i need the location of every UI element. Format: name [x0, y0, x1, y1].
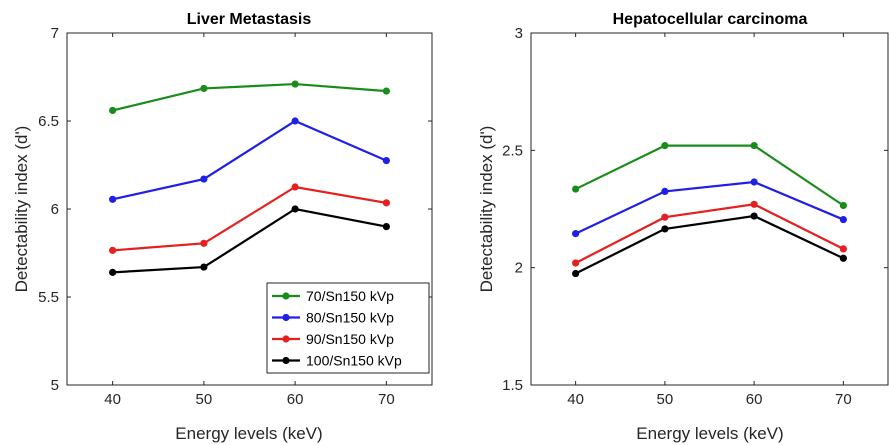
- series-layer: [109, 80, 390, 276]
- legend-entry-label: 80/Sn150 kVp: [306, 310, 394, 326]
- data-point: [200, 84, 208, 93]
- x-tick-label: 40: [104, 391, 121, 408]
- y-tick-label: 6.5: [38, 113, 59, 130]
- chart-title: Liver Metastasis: [187, 11, 312, 28]
- x-tick-label: 60: [287, 391, 304, 408]
- y-axis-label: Detectability index (d'): [477, 126, 496, 293]
- data-point: [200, 175, 208, 183]
- data-point: [572, 269, 580, 278]
- data-point: [382, 223, 390, 231]
- data-point: [382, 157, 390, 165]
- series-line: [575, 203, 844, 264]
- x-tick-label: 50: [196, 391, 213, 408]
- series-line: [112, 119, 387, 201]
- legend-entry-label: 100/Sn150 kVp: [306, 353, 402, 369]
- data-point: [839, 215, 847, 224]
- data-point: [839, 245, 847, 253]
- data-point: [382, 199, 390, 207]
- legend-entry-label: 90/Sn150 kVp: [306, 331, 394, 347]
- series-line: [112, 185, 387, 252]
- legend: 70/Sn150 kVp 80/Sn150 kVp 90/Sn150 kVp 100/…: [266, 282, 430, 374]
- x-axis-label: Energy levels (keV): [175, 424, 322, 443]
- data-point: [109, 195, 117, 203]
- series-layer: [572, 142, 847, 278]
- data-point: [750, 178, 758, 186]
- data-point: [572, 230, 580, 238]
- y-tick-label: 1.5: [502, 377, 523, 394]
- series-line: [112, 82, 387, 112]
- data-point: [291, 205, 299, 213]
- data-point: [382, 87, 390, 95]
- data-point: [661, 187, 669, 195]
- series-line: [575, 214, 844, 275]
- data-point: [661, 213, 669, 221]
- data-point: [750, 212, 758, 220]
- data-point: [661, 225, 669, 233]
- legend-swatch-marker: [282, 292, 290, 300]
- data-point: [109, 246, 117, 254]
- x-tick-label: 40: [567, 391, 584, 408]
- data-point: [291, 117, 299, 125]
- y-axis-label: Detectability index (d'): [12, 126, 31, 293]
- chart-liver-metastasis: Liver Metastasis Energy levels (keV) Det…: [12, 11, 433, 443]
- y-tick-label: 7: [51, 25, 59, 42]
- series-line: [575, 144, 844, 207]
- x-axis-label: Energy levels (keV): [636, 424, 783, 443]
- data-point: [661, 142, 669, 150]
- y-tick-label: 3: [515, 25, 523, 42]
- y-tick-label: 2.5: [502, 142, 523, 159]
- plot-frame: [66, 32, 433, 386]
- plot-frame: [530, 32, 889, 386]
- x-tick-label: 70: [378, 391, 395, 408]
- data-point: [839, 254, 847, 262]
- data-point: [109, 106, 117, 115]
- x-tick-label: 50: [657, 391, 674, 408]
- legend-swatch-marker: [282, 335, 290, 343]
- legend-box: [266, 282, 430, 374]
- legend-swatch-marker: [282, 356, 290, 365]
- data-point: [750, 200, 758, 208]
- data-point: [750, 142, 758, 150]
- axis-ticks: 40 50 60 70 5 5.5 6 6.5 7: [38, 25, 432, 408]
- y-tick-label: 2: [515, 260, 523, 277]
- x-tick-label: 70: [835, 391, 852, 408]
- y-tick-label: 5.5: [38, 289, 59, 306]
- data-point: [200, 239, 208, 247]
- data-point: [572, 259, 580, 267]
- y-tick-label: 5: [51, 377, 59, 394]
- chart-hepatocellular-carcinoma: Hepatocellular carcinoma Energy levels (…: [477, 11, 889, 443]
- series-line: [575, 180, 844, 235]
- data-point: [200, 263, 208, 271]
- x-tick-label: 60: [746, 391, 763, 408]
- data-point: [291, 183, 299, 191]
- legend-entry-label: 70/Sn150 kVp: [306, 288, 394, 304]
- data-point: [291, 80, 299, 88]
- series-line: [112, 207, 387, 274]
- legend-swatch-marker: [282, 313, 290, 322]
- chart-title: Hepatocellular carcinoma: [613, 11, 808, 28]
- data-point: [839, 201, 847, 210]
- data-point: [109, 268, 117, 276]
- data-point: [572, 185, 580, 193]
- y-tick-label: 6: [51, 201, 59, 218]
- axis-ticks: 40 50 60 70 1.5 2 2.5 3: [502, 25, 888, 408]
